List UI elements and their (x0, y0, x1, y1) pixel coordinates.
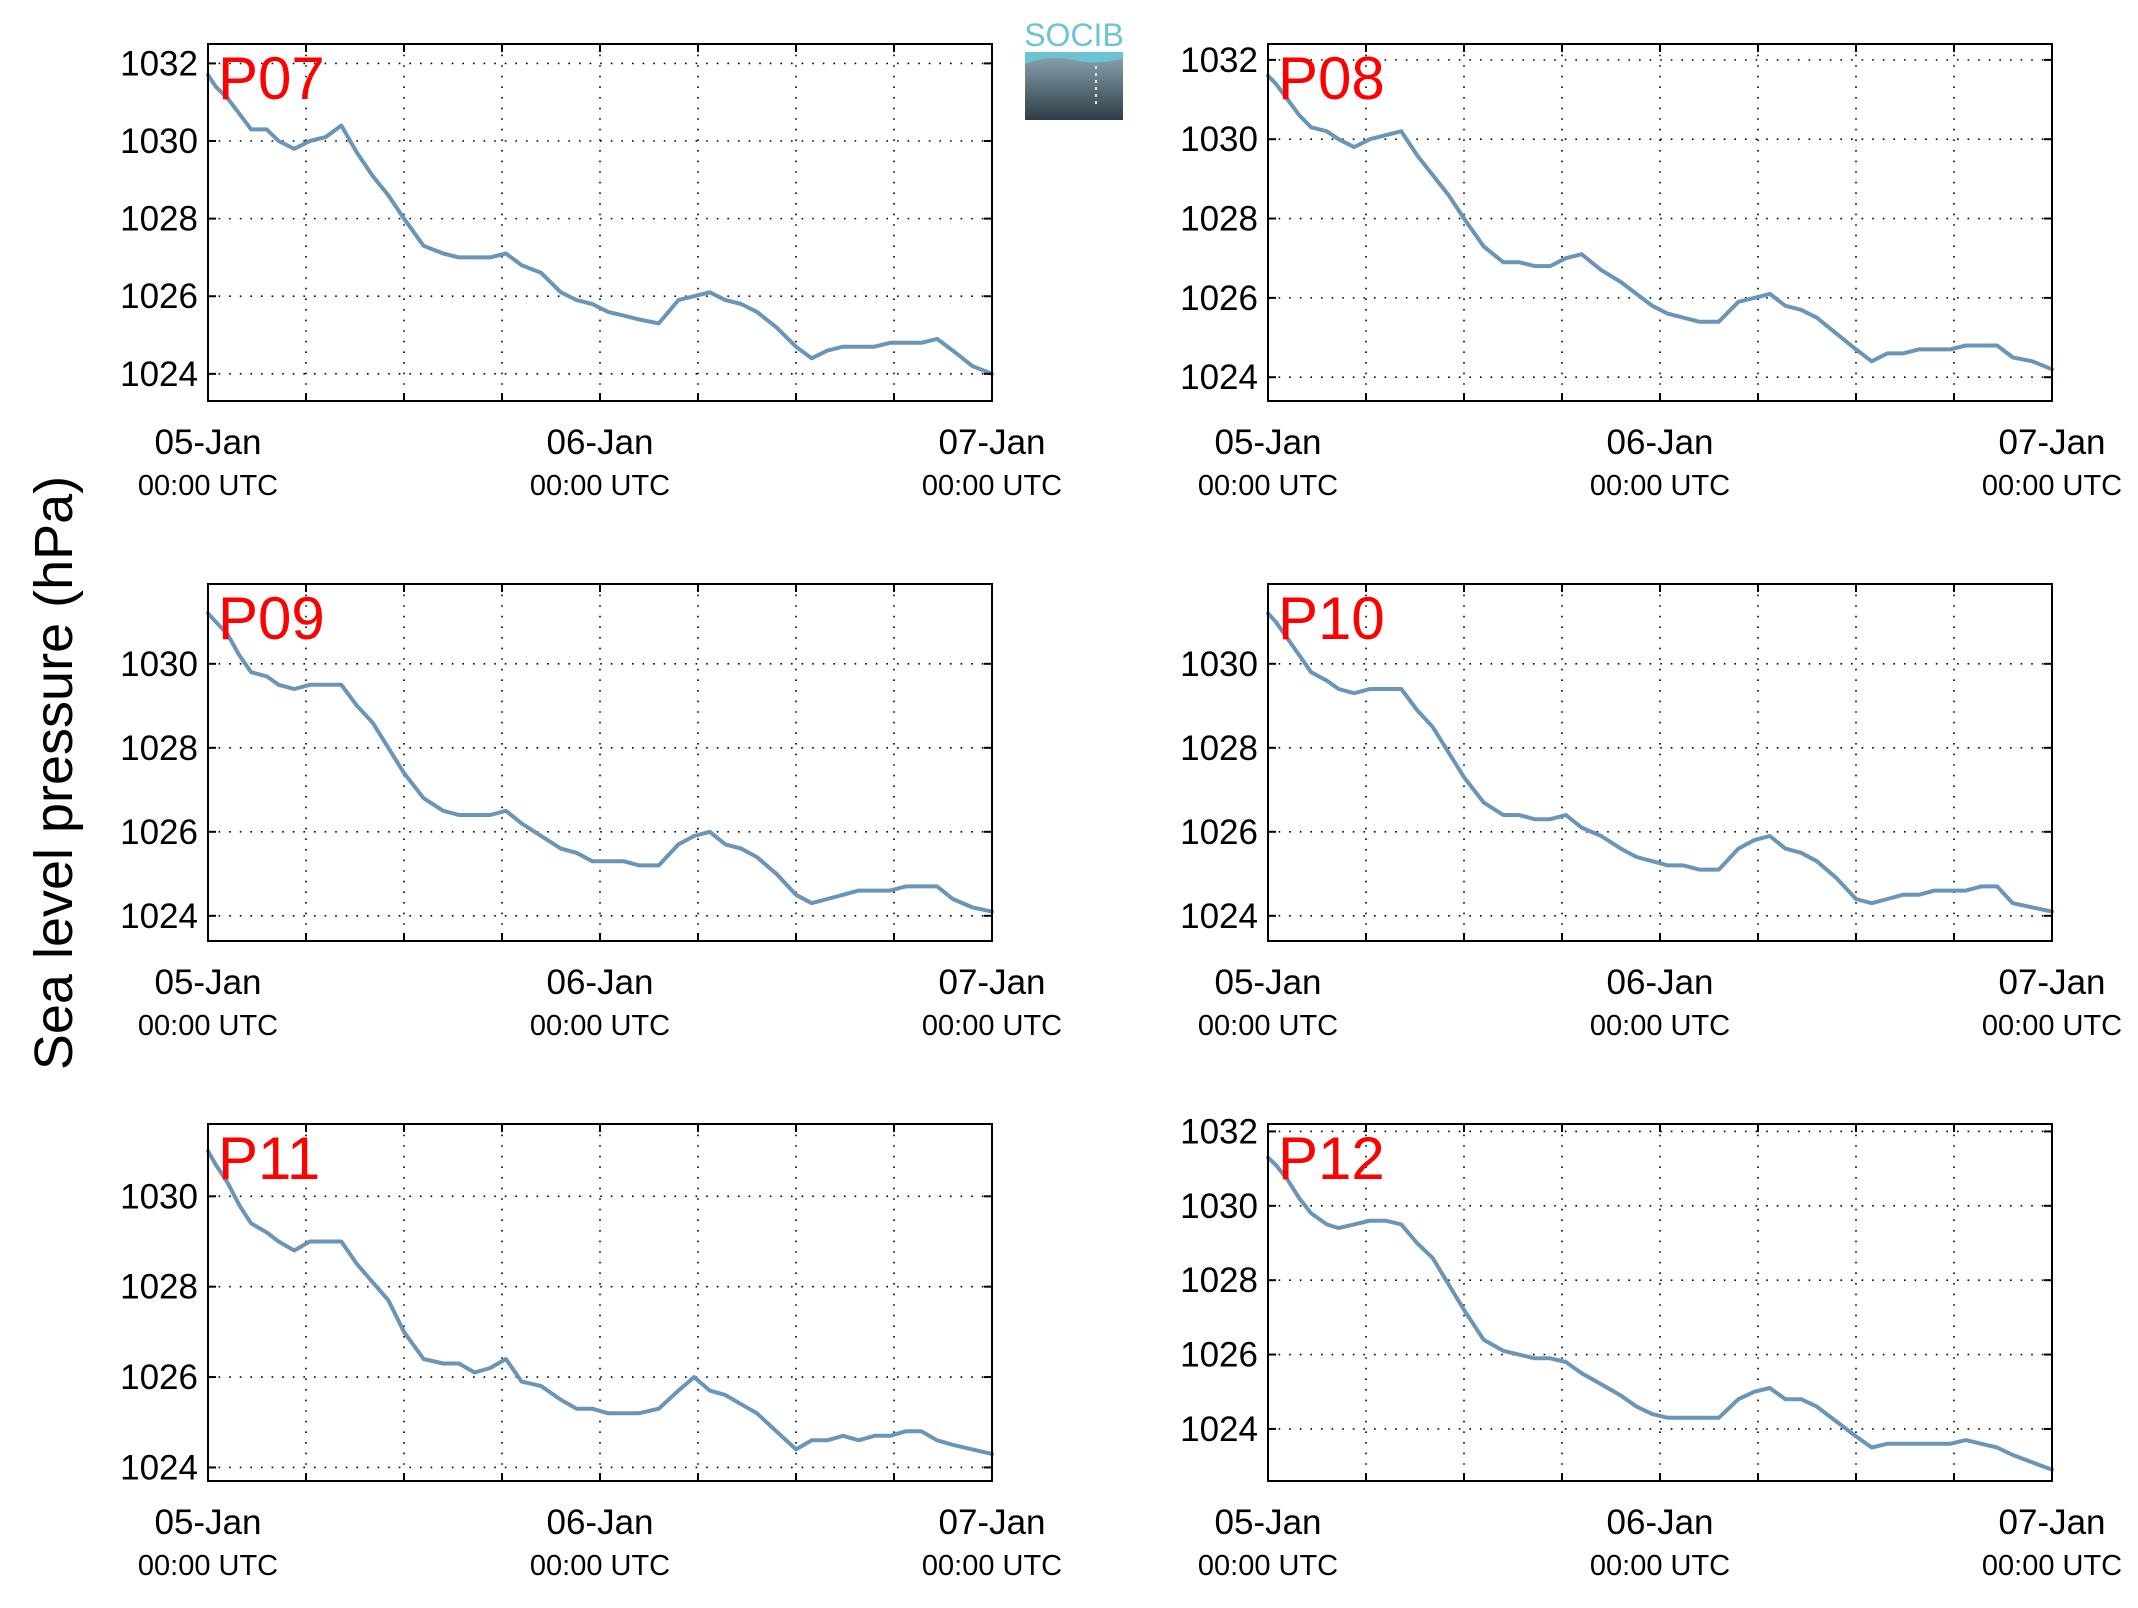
y-tick-label: 1028 (120, 200, 198, 239)
panel-title: P07 (218, 45, 325, 112)
x-tick-time-label: 00:00 UTC (138, 1550, 278, 1582)
y-tick-label: 1028 (1180, 200, 1258, 239)
x-tick-date-label: 06-Jan (1606, 963, 1713, 1002)
x-tick-date-label: 06-Jan (546, 423, 653, 462)
panel-title: P12 (1278, 1125, 1385, 1192)
y-tick-label: 1026 (120, 277, 198, 316)
y-tick-label: 1024 (1180, 358, 1258, 397)
x-tick-time-label: 00:00 UTC (1982, 1550, 2122, 1582)
y-tick-label: 1032 (1180, 41, 1258, 80)
y-tick-label: 1024 (120, 355, 198, 394)
y-tick-label: 1024 (1180, 897, 1258, 936)
y-tick-label: 1028 (1180, 1261, 1258, 1300)
x-tick-date-label: 07-Jan (1998, 1503, 2105, 1542)
logo-block (1025, 52, 1123, 120)
y-tick-label: 1030 (120, 645, 198, 684)
x-tick-date-label: 05-Jan (1214, 1503, 1321, 1542)
x-tick-time-label: 00:00 UTC (1590, 1550, 1730, 1582)
y-tick-label: 1026 (1180, 279, 1258, 318)
y-tick-label: 1028 (120, 729, 198, 768)
y-tick-label: 1024 (120, 897, 198, 936)
panel-p08: 1024 1026 1028 1030 1032 05-Jan 00:00 UTC 06-Ja… (1180, 41, 2122, 502)
panel-title: P10 (1278, 585, 1385, 652)
x-tick-time-label: 00:00 UTC (1590, 470, 1730, 502)
x-tick-date-label: 05-Jan (154, 1503, 261, 1542)
logo-text: SOCIB (1024, 17, 1124, 53)
y-tick-label: 1030 (1180, 645, 1258, 684)
y-tick-label: 1026 (1180, 1336, 1258, 1375)
y-tick-label: 1026 (1180, 813, 1258, 852)
x-tick-date-label: 07-Jan (1998, 423, 2105, 462)
pressure-series-line (1266, 73, 2054, 372)
y-tick-label: 1024 (1180, 1410, 1258, 1449)
x-tick-time-label: 00:00 UTC (1198, 1010, 1338, 1042)
x-tick-date-label: 06-Jan (546, 1503, 653, 1542)
x-tick-date-label: 07-Jan (938, 963, 1045, 1002)
x-tick-time-label: 00:00 UTC (138, 1010, 278, 1042)
panel-p09: 1024 1026 1028 1030 05-Jan 00:00 UTC 06-Jan 00:… (120, 583, 1062, 1042)
x-tick-time-label: 00:00 UTC (922, 1010, 1062, 1042)
panel-p07: 1024 1026 1028 1030 1032 05-Jan 00:00 UTC 06-Ja… (120, 43, 1062, 502)
y-tick-label: 1026 (120, 1358, 198, 1397)
y-tick-label: 1026 (120, 813, 198, 852)
x-tick-time-label: 00:00 UTC (1590, 1010, 1730, 1042)
panel-title: P09 (218, 585, 325, 652)
panels: 1024 1026 1028 1030 1032 05-Jan 00:00 UTC 06-Ja… (120, 41, 2122, 1582)
x-tick-date-label: 06-Jan (1606, 1503, 1713, 1542)
x-tick-date-label: 05-Jan (1214, 423, 1321, 462)
pressure-series-line (206, 73, 994, 376)
x-tick-date-label: 05-Jan (154, 963, 261, 1002)
pressure-series-line (206, 611, 994, 914)
socib-logo: SOCIB (1024, 17, 1124, 120)
y-tick-label: 1028 (1180, 729, 1258, 768)
x-tick-date-label: 07-Jan (938, 1503, 1045, 1542)
y-tick-label: 1030 (1180, 1187, 1258, 1226)
logo-wave (1025, 52, 1123, 64)
panel-title: P08 (1278, 45, 1385, 112)
y-tick-label: 1024 (120, 1448, 198, 1487)
pressure-series-line (206, 1149, 994, 1456)
x-tick-time-label: 00:00 UTC (1198, 1550, 1338, 1582)
x-tick-time-label: 00:00 UTC (1198, 470, 1338, 502)
y-tick-label: 1030 (120, 1177, 198, 1216)
x-tick-date-label: 07-Jan (1998, 963, 2105, 1002)
y-tick-label: 1028 (120, 1268, 198, 1307)
x-tick-date-label: 05-Jan (154, 423, 261, 462)
x-tick-time-label: 00:00 UTC (1982, 470, 2122, 502)
x-tick-date-label: 07-Jan (938, 423, 1045, 462)
x-tick-date-label: 05-Jan (1214, 963, 1321, 1002)
y-tick-label: 1032 (1180, 1112, 1258, 1151)
x-tick-time-label: 00:00 UTC (138, 470, 278, 502)
y-tick-label: 1030 (1180, 120, 1258, 159)
panel-p10: 1024 1026 1028 1030 05-Jan 00:00 UTC 06-Jan 00:… (1180, 583, 2122, 1042)
panel-title: P11 (218, 1125, 320, 1192)
x-tick-time-label: 00:00 UTC (530, 1550, 670, 1582)
pressure-series-line (1266, 1155, 2054, 1472)
x-tick-date-label: 06-Jan (546, 963, 653, 1002)
x-tick-time-label: 00:00 UTC (1982, 1010, 2122, 1042)
y-tick-label: 1030 (120, 122, 198, 161)
x-tick-time-label: 00:00 UTC (530, 1010, 670, 1042)
x-tick-date-label: 06-Jan (1606, 423, 1713, 462)
y-axis-label: Sea level pressure (hPa) (24, 476, 84, 1070)
x-tick-time-label: 00:00 UTC (922, 1550, 1062, 1582)
x-tick-time-label: 00:00 UTC (530, 470, 670, 502)
pressure-series-line (1266, 611, 2054, 914)
x-tick-time-label: 00:00 UTC (922, 470, 1062, 502)
y-tick-label: 1032 (120, 44, 198, 83)
panel-p12: 1024 1026 1028 1030 1032 05-Jan 00:00 UTC 06-Ja… (1180, 1112, 2122, 1582)
panel-p11: 1024 1026 1028 1030 05-Jan 00:00 UTC 06-Jan 00:… (120, 1123, 1062, 1582)
